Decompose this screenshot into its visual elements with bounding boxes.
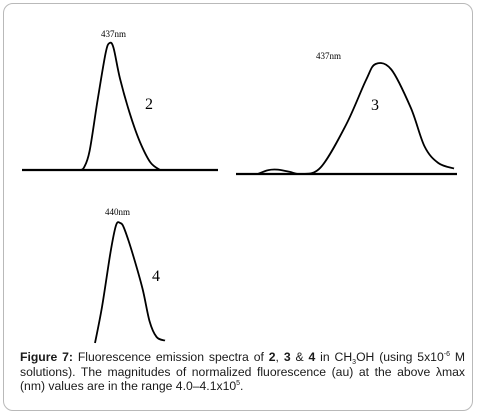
caption-label: Figure 7: — [20, 350, 73, 364]
compound-label-4: 4 — [152, 268, 160, 285]
peak-label-3: 437nm — [316, 51, 341, 61]
caption-text: OH (using 5x10 — [356, 350, 444, 364]
compound-label-3: 3 — [371, 97, 379, 114]
spectrum-panel-4: 440nm 4 — [94, 207, 166, 344]
caption-text: in CH — [315, 350, 353, 364]
figure-frame — [3, 3, 473, 411]
compound-label-2: 2 — [145, 96, 153, 113]
caption-superscript: 5 — [236, 380, 241, 387]
emission-curve-2 — [79, 41, 161, 171]
peak-label-4: 440nm — [105, 207, 130, 217]
caption-subscript: 3 — [352, 359, 357, 366]
caption-superscript: -6 — [443, 351, 450, 358]
caption-compound-2: 2 — [268, 350, 276, 364]
caption-compound-3: 3 — [283, 350, 291, 364]
caption-compound-4: 4 — [308, 350, 316, 364]
peak-label-2: 437nm — [101, 29, 126, 39]
emission-curve-3 — [257, 62, 455, 176]
emission-curve-4 — [94, 221, 166, 344]
caption-text: . — [240, 379, 244, 393]
caption-text: , — [275, 350, 284, 364]
spectrum-panel-3: 437nm 3 — [236, 51, 457, 176]
caption-text: & — [290, 350, 309, 364]
caption-text: M solutions). The magnitudes of normaliz… — [20, 350, 466, 393]
figure-caption: Figure 7: Fluorescence emission spectra … — [20, 350, 465, 394]
spectrum-panel-2: 437nm 2 — [22, 29, 218, 172]
caption-text: Fluorescence emission spectra of — [72, 350, 269, 364]
